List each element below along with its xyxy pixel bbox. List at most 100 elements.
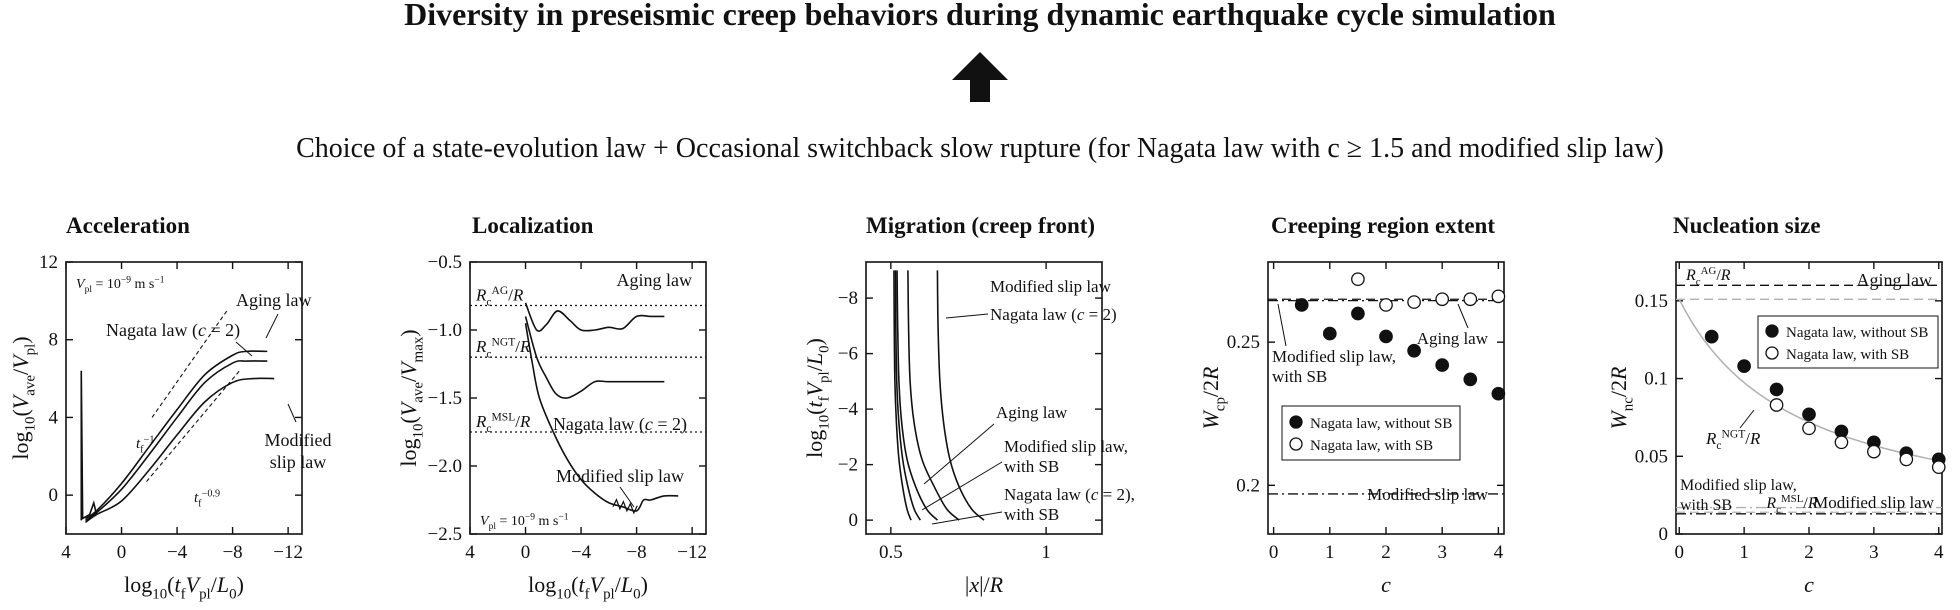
annotation-modified-slip-sb: with SB [1680,497,1732,514]
acceleration-x-tick-label: −12 [273,542,303,563]
migration-y-tick-label: 0 [849,510,859,531]
data-point [1379,298,1393,312]
annotation-nagata-law: Nagata law (c = 2) [990,305,1117,324]
nucleation-y-axis-label: Wnc/2R [1606,366,1637,430]
vpl-annotation: Vpl = 10−9 m s−1 [480,513,569,533]
annotation-tf-1: tf−1 [136,434,154,455]
data-point [1351,306,1365,321]
acceleration-x-axis-label: log10(tfVpl/L0) [124,572,244,603]
data-point [1407,295,1421,309]
creeping-x-axis-label: c [1381,572,1391,597]
modified-slip-sawtooth [612,498,638,515]
annotation-modified-slip-law: Modified slip law [1367,485,1489,504]
reference-line-label: RcMSL/R [475,411,531,436]
annotation-aging-law: Aging law [996,403,1068,422]
annotation-leader [1739,409,1755,429]
data-point [1899,452,1914,467]
annotation-modified-slip-law: Modified slip law [556,466,684,486]
annotation-leader [265,313,279,339]
migration-series-line [894,270,922,521]
annotation-modified-slip-law: Modified [265,430,332,450]
creeping-x-tick-label: 0 [1269,542,1279,563]
migration-x-tick-label: 1 [1041,542,1051,563]
localization-x-tick-label: 4 [465,542,475,563]
legend-label: Nagata law, with SB [1786,347,1909,363]
localization-x-tick-label: 0 [521,542,531,563]
annotation-leader [923,423,995,485]
nucleation-y-tick-label: 0 [1659,524,1669,545]
data-point [1769,382,1784,397]
reference-line-label: RcAG/R [475,284,524,309]
creeping-y-tick-label: 0.25 [1227,332,1260,353]
acceleration-y-tick-label: 12 [39,252,58,273]
data-point [1802,421,1816,436]
transient-spike [80,370,98,521]
creeping-x-tick-label: 2 [1381,542,1391,563]
migration-y-tick-label: −6 [838,344,858,365]
localization-series-line [524,323,679,512]
annotation-modified-slip-sb: with SB [1004,457,1059,476]
annotation-leader [287,403,297,423]
acceleration-y-tick-label: 4 [49,407,59,428]
annotation-leader [235,341,253,357]
panel-title-localization: Localization [472,213,594,238]
migration-y-tick-label: −2 [838,455,858,476]
annotation-aging-law: Aging law [236,290,312,310]
acceleration-x-tick-label: 0 [117,542,127,563]
acceleration-y-tick-label: 0 [49,485,59,506]
localization-series-line [524,302,665,332]
annotation-leader [931,511,1003,525]
nucleation-x-axis-label: c [1804,572,1814,597]
localization-series-line [524,316,665,399]
acceleration-x-tick-label: 4 [61,542,71,563]
annotation-leader [921,461,1003,511]
annotation-nagata-law: Nagata law (c = 2) [106,320,240,341]
localization-y-tick-label: −2.5 [428,524,462,545]
data-point [1351,272,1365,287]
annotation-modified-slip-sb: Modified slip law, [1680,477,1797,494]
nucleation-x-tick-label: 4 [1934,542,1944,563]
annotation-aging-law: Aging law [617,270,693,290]
legend-label: Nagata law, without SB [1786,325,1928,341]
acceleration-y-axis-label: log10(Vave/Vpl) [8,336,39,459]
localization-y-tick-label: −1.5 [428,388,462,409]
data-point [1407,343,1421,358]
subtitle: Choice of a state-evolution law + Occasi… [296,133,1664,164]
localization-y-tick-label: −0.5 [428,252,462,273]
data-point [1379,329,1393,344]
data-point [1867,444,1881,459]
data-point [1463,372,1478,387]
vpl-annotation: Vpl = 10−9 m s−1 [76,276,165,296]
migration-y-tick-label: −8 [838,288,858,309]
annotation-rc-ag: RcAG/R [1685,265,1731,288]
annotation-aging-law: Aging law [1857,270,1933,290]
data-point [1435,358,1450,372]
data-point [1435,292,1450,307]
acceleration-series-line [84,377,275,523]
localization-x-tick-label: −8 [626,542,646,563]
data-point [1491,289,1506,304]
annotation-modified-slip-sb: Modified slip law, [1004,437,1128,456]
data-point [1834,435,1849,450]
nucleation-x-tick-label: 0 [1674,542,1684,563]
nucleation-x-tick-label: 2 [1804,542,1814,563]
legend-box [1281,405,1461,461]
annotation-rc-msl: RcMSL/R [1765,493,1817,516]
annotation-leader [619,486,635,508]
annotation-tf-09: tf−0.9 [194,488,220,509]
creeping-x-tick-label: 4 [1494,542,1504,563]
nucleation-y-tick-label: 0.1 [1644,369,1668,390]
main-title: Diversity in preseismic creep behaviors … [404,0,1556,32]
annotation-nagata-sb: Nagata law (c = 2), [1004,485,1135,504]
annotation-modified-slip-law: Modified slip law [1813,493,1935,512]
annotation-aging-law: Aging law [1417,329,1489,348]
legend-box [1757,315,1939,369]
slope-guide-tf-09 [146,370,240,482]
legend-marker [1289,437,1303,451]
panel-title-migration: Migration (creep front) [866,213,1096,238]
creeping-y-axis-label: Wcp/2R [1198,366,1229,430]
panel-title-acceleration: Acceleration [66,213,190,238]
acceleration-x-tick-label: −8 [222,542,242,563]
localization-x-tick-label: −12 [677,542,707,563]
